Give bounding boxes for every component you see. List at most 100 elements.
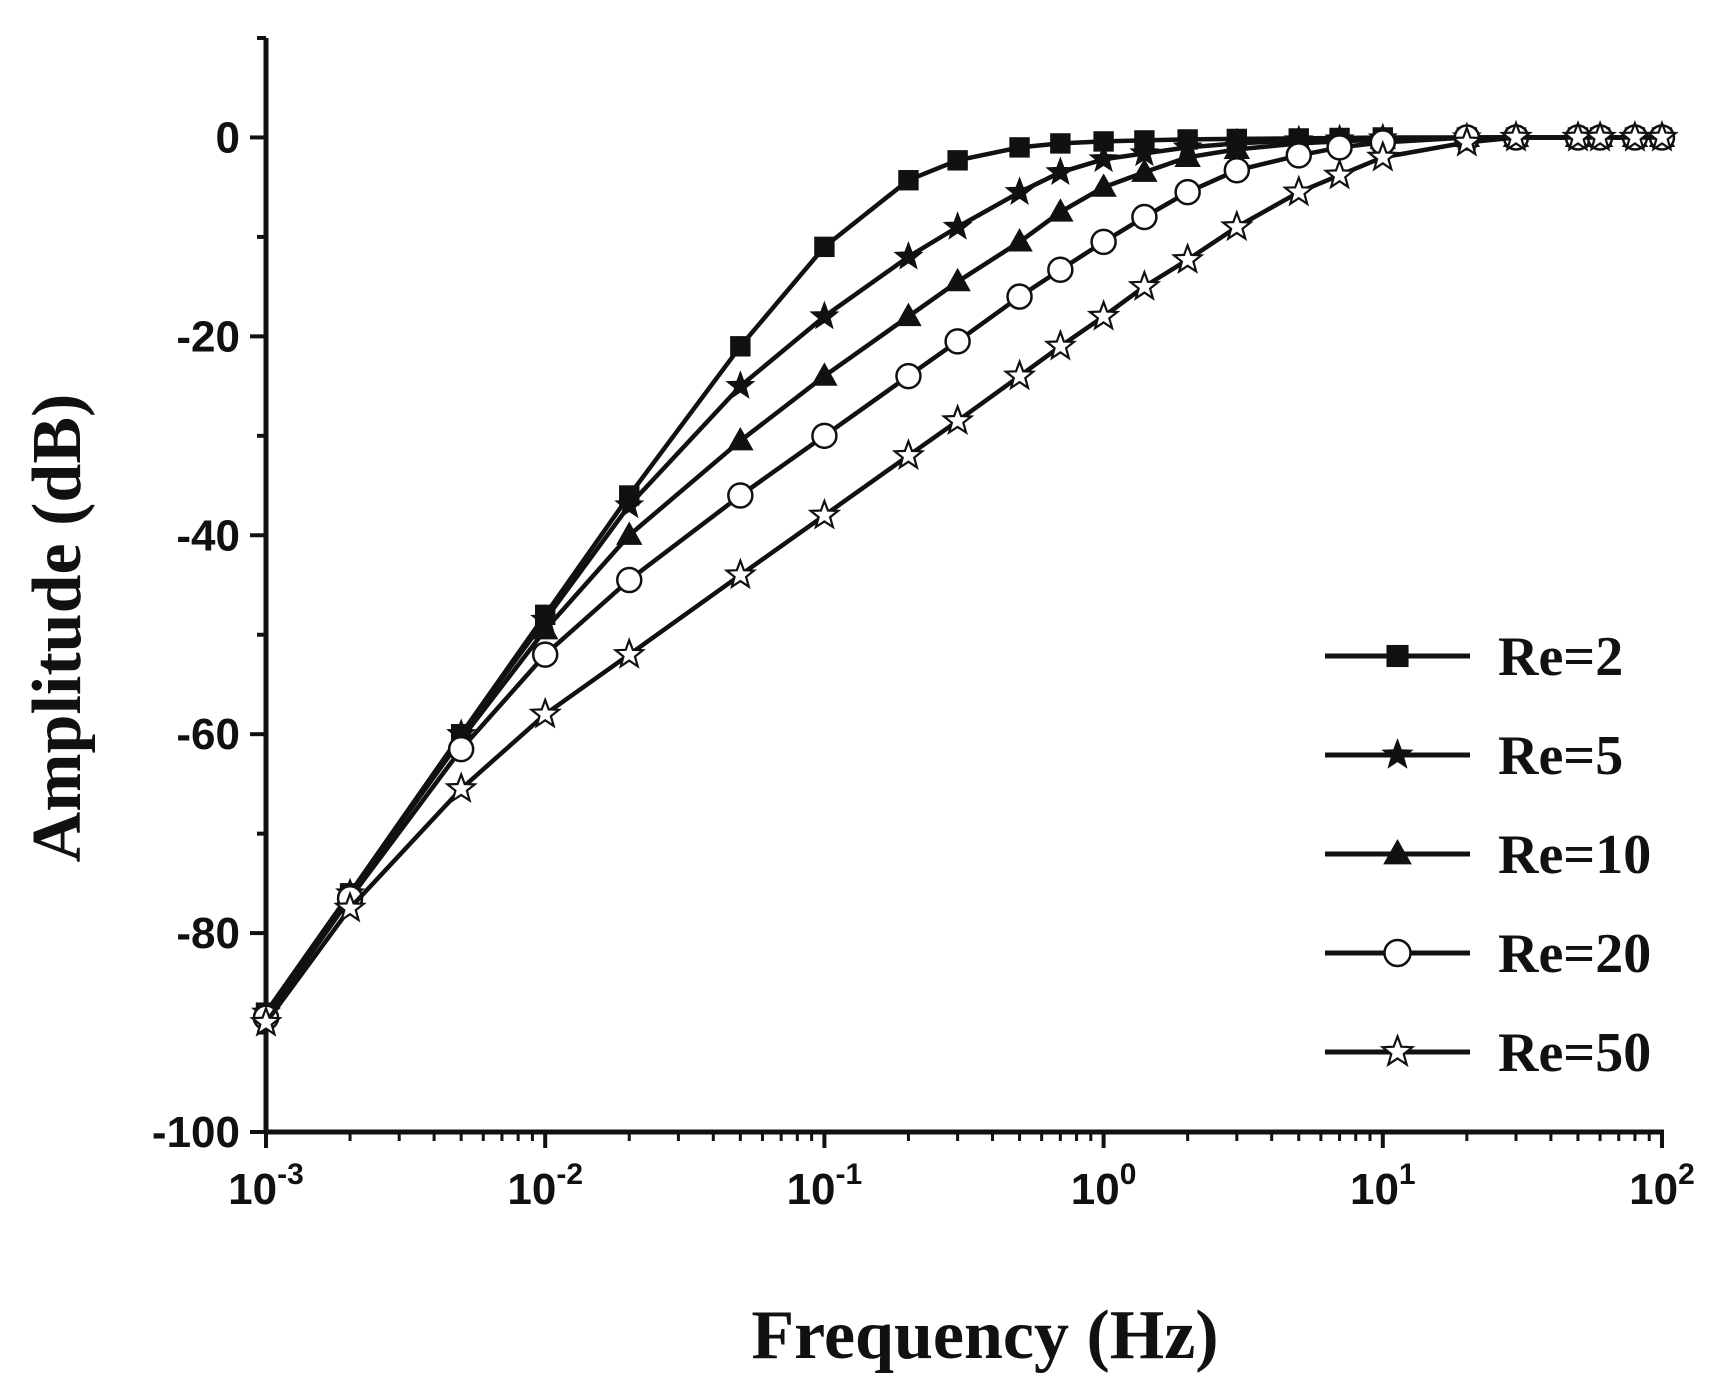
data-point (1174, 143, 1201, 167)
data-point (1093, 131, 1114, 152)
data-point (807, 497, 842, 530)
data-point (730, 336, 751, 357)
data-point (614, 489, 645, 519)
y-axis-title: Amplitude (dB) (19, 394, 96, 863)
x-tick-exponent: -2 (556, 1158, 583, 1191)
x-tick-exponent: -1 (836, 1158, 863, 1191)
legend-label: Re=10 (1498, 824, 1651, 886)
x-tick-exponent: 0 (1120, 1158, 1137, 1191)
series-Re=10 (252, 123, 1676, 1023)
x-axis-title: Frequency (Hz) (751, 1297, 1218, 1374)
data-point (1043, 328, 1077, 361)
data-point (1131, 203, 1158, 231)
x-tick-label: 101 (1350, 1158, 1416, 1214)
legend-marker (1381, 737, 1414, 769)
legend-marker (1379, 1033, 1416, 1068)
y-tick-label: -80 (176, 909, 240, 958)
legend-entry: Re=2 (1325, 626, 1623, 688)
data-point (612, 637, 646, 669)
data-point (1002, 358, 1037, 391)
data-point (727, 482, 754, 509)
legend-entry: Re=5 (1325, 725, 1623, 787)
data-point (944, 267, 971, 292)
data-point (1499, 119, 1533, 152)
data-point (1223, 135, 1251, 159)
x-tick-base: 10 (507, 1165, 556, 1214)
legend: Re=2 Re=5 Re=10 Re=20 Re=50 (1325, 626, 1651, 1084)
data-point (1009, 137, 1030, 158)
data-point (725, 370, 756, 399)
data-point (444, 771, 478, 804)
legend-marker (1383, 839, 1412, 865)
data-point (895, 302, 922, 327)
data-point (1450, 124, 1484, 157)
data-point (531, 641, 559, 668)
data-point (1366, 139, 1400, 172)
data-point (1047, 256, 1074, 283)
series-Re=5 (250, 121, 1678, 1026)
data-point (947, 150, 968, 171)
data-point (1171, 242, 1205, 274)
legend-marker (1386, 644, 1409, 668)
x-tick-base: 10 (228, 1165, 277, 1214)
data-point (1583, 119, 1617, 152)
data-point (1006, 283, 1033, 310)
y-tick-label: -100 (152, 1108, 240, 1157)
data-point (940, 403, 975, 436)
data-point (1645, 119, 1679, 152)
data-point (1088, 143, 1119, 173)
data-point (528, 696, 562, 729)
legend-entry: Re=20 (1325, 923, 1651, 985)
x-tick-label: 10-2 (507, 1158, 583, 1214)
x-tick-label: 102 (1629, 1158, 1695, 1214)
series-line (264, 135, 1662, 1014)
data-point (727, 426, 754, 451)
data-point (809, 300, 840, 330)
data-point (1004, 176, 1035, 205)
y-tick-label: -60 (176, 710, 240, 759)
series-Re=20 (252, 124, 1676, 1031)
data-point (532, 615, 559, 640)
data-point (1131, 158, 1158, 182)
data-point (723, 557, 757, 590)
data-point (1006, 228, 1033, 252)
series-Re=2 (255, 127, 1673, 1023)
x-tick-label: 100 (1071, 1158, 1137, 1214)
x-tick-base: 10 (787, 1165, 836, 1214)
data-point (1618, 119, 1652, 152)
legend-entry: Re=10 (1325, 824, 1651, 886)
series-line (264, 135, 1662, 1014)
x-tick-label: 10-1 (787, 1158, 863, 1214)
data-point (333, 890, 367, 923)
data-point (1282, 174, 1316, 207)
x-tick-base: 10 (1350, 1165, 1399, 1214)
series-Re=50 (249, 119, 1679, 1037)
y-tick-label: -20 (176, 312, 240, 361)
data-point (895, 362, 922, 390)
data-point (1086, 298, 1121, 331)
data-point (893, 240, 924, 270)
y-tick-label: -40 (176, 511, 240, 560)
data-point (942, 211, 973, 240)
x-tick-exponent: 1 (1399, 1158, 1416, 1191)
data-point (944, 328, 971, 355)
data-point (1127, 268, 1162, 301)
data-point (1322, 157, 1357, 190)
y-tick-label: 0 (216, 113, 240, 162)
x-tick-exponent: 2 (1678, 1158, 1695, 1191)
data-point (1090, 173, 1117, 197)
data-point (249, 1005, 283, 1037)
data-point (1047, 198, 1074, 222)
x-tick-base: 10 (1071, 1165, 1120, 1214)
data-point (1285, 142, 1313, 169)
legend-label: Re=5 (1498, 725, 1623, 787)
data-point (1050, 133, 1071, 154)
series-line (264, 135, 1662, 1024)
data-point (811, 362, 838, 386)
series-line (264, 135, 1662, 1019)
x-tick-label: 10-3 (228, 1158, 304, 1214)
data-point (1045, 156, 1076, 186)
x-tick-base: 10 (1629, 1165, 1678, 1214)
data-point (898, 170, 919, 191)
